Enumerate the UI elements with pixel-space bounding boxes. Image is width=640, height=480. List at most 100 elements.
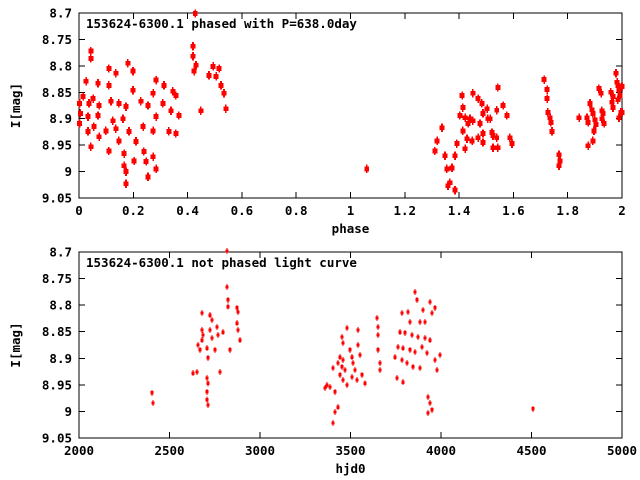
- data-point-marker: [411, 363, 415, 370]
- data-point-marker: [408, 319, 412, 326]
- y-axis-label: I[mag]: [8, 83, 23, 128]
- y-tick-label: 8.9: [49, 351, 72, 366]
- data-point-marker: [110, 116, 116, 125]
- x-axis-label: phase: [332, 221, 370, 236]
- data-point-marker: [364, 164, 370, 174]
- data-point-marker: [340, 334, 344, 340]
- data-point-marker: [378, 360, 382, 367]
- unphased-chart-panel: 2000 2500 3000 3500 4000 4500 5000 8.7 8.75 8.8 8.…: [8, 245, 637, 477]
- data-point-marker: [449, 163, 455, 173]
- x-tick-label: 1.2: [394, 203, 417, 218]
- data-point-marker: [140, 122, 146, 131]
- data-point-marker: [438, 352, 442, 359]
- data-point-marker: [96, 101, 102, 110]
- data-point-marker: [531, 405, 535, 412]
- data-point-marker: [218, 81, 224, 90]
- data-point-marker: [410, 331, 414, 338]
- data-point-marker: [168, 106, 174, 115]
- y-tick-label: 9: [64, 404, 72, 419]
- data-points: [150, 247, 535, 427]
- data-point-marker: [401, 379, 405, 386]
- data-point-marker: [161, 81, 167, 90]
- data-point-marker: [130, 86, 136, 95]
- x-tick-label: 2500: [154, 443, 184, 458]
- data-point-marker: [95, 79, 101, 88]
- data-point-marker: [331, 420, 335, 427]
- data-point-marker: [470, 89, 476, 98]
- plot-border: [78, 12, 623, 199]
- data-point-marker: [86, 99, 92, 108]
- data-point-marker: [216, 64, 222, 73]
- data-point-marker: [166, 127, 172, 136]
- data-point-marker: [400, 310, 404, 317]
- data-point-marker: [396, 344, 400, 351]
- y-axis-label: I[mag]: [8, 322, 23, 367]
- data-point-marker: [143, 157, 149, 166]
- data-point-marker: [125, 59, 131, 68]
- data-point-marker: [355, 377, 359, 384]
- data-point-marker: [393, 354, 397, 361]
- data-point-marker: [430, 310, 434, 317]
- x-tick-label: 0.4: [176, 203, 199, 218]
- data-point-marker: [215, 323, 219, 330]
- data-point-marker: [150, 89, 156, 98]
- phased-chart-panel: 0 0.2 0.4 0.6 0.8 1 1.2 1.4 1.6 1.8 2 8.7 8.75 8.8 8.8…: [8, 6, 626, 237]
- data-point-marker: [96, 132, 102, 141]
- data-point-marker: [160, 99, 166, 108]
- data-point-marker: [85, 127, 91, 136]
- tick-labels: 0 0.2 0.4 0.6 0.8 1 1.2 1.4 1.6 1.8 2 8.7 8.75 8.8 8.8…: [42, 6, 626, 219]
- data-point-marker: [221, 329, 225, 336]
- data-point-marker: [462, 113, 468, 122]
- data-point-marker: [428, 337, 432, 344]
- data-point-marker: [494, 106, 500, 115]
- y-tick-label: 9.05: [42, 431, 72, 446]
- data-point-marker: [435, 367, 439, 373]
- data-point-marker: [235, 320, 239, 327]
- data-point-marker: [151, 399, 155, 406]
- data-point-marker: [484, 104, 490, 113]
- data-point-marker: [130, 66, 136, 76]
- data-point-marker: [363, 380, 367, 387]
- data-point-marker: [413, 288, 417, 295]
- data-point-marker: [439, 123, 445, 132]
- data-point-marker: [200, 310, 204, 317]
- data-point-marker: [356, 327, 360, 334]
- data-point-marker: [126, 127, 132, 136]
- data-point-marker: [200, 337, 204, 344]
- data-point-marker: [206, 380, 210, 387]
- data-point-marker: [103, 126, 109, 136]
- data-point-marker: [425, 350, 429, 356]
- data-point-marker: [457, 111, 463, 120]
- data-point-marker: [223, 104, 229, 113]
- data-point-marker: [406, 309, 410, 316]
- x-tick-label: 5000: [607, 443, 637, 458]
- data-point-marker: [208, 327, 212, 334]
- data-point-marker: [350, 354, 354, 361]
- x-axis-label: hjd0: [335, 461, 365, 476]
- data-point-marker: [91, 122, 97, 131]
- chart-title: 153624-6300.1 phased with P=638.0day: [86, 16, 357, 31]
- data-point-marker: [88, 46, 94, 56]
- data-point-marker: [351, 360, 355, 367]
- data-point-marker: [341, 377, 345, 384]
- data-point-marker: [198, 106, 204, 115]
- data-point-marker: [225, 247, 229, 254]
- data-point-marker: [133, 137, 139, 146]
- data-point-marker: [418, 364, 422, 371]
- data-point-marker: [462, 144, 468, 153]
- data-point-marker: [400, 356, 404, 363]
- data-point-marker: [401, 345, 405, 352]
- x-tick-label: 2: [618, 203, 626, 218]
- data-point-marker: [106, 146, 112, 156]
- x-tick-label: 0: [75, 203, 83, 218]
- data-point-marker: [328, 384, 332, 390]
- data-point-marker: [408, 346, 412, 353]
- data-point-marker: [375, 314, 379, 321]
- data-point-marker: [198, 346, 202, 353]
- axis-ticks: [78, 251, 623, 439]
- data-point-marker: [549, 127, 555, 136]
- x-tick-label: 1.6: [502, 203, 525, 218]
- data-point-marker: [398, 329, 402, 336]
- data-point-marker: [83, 77, 89, 86]
- data-point-marker: [395, 374, 399, 381]
